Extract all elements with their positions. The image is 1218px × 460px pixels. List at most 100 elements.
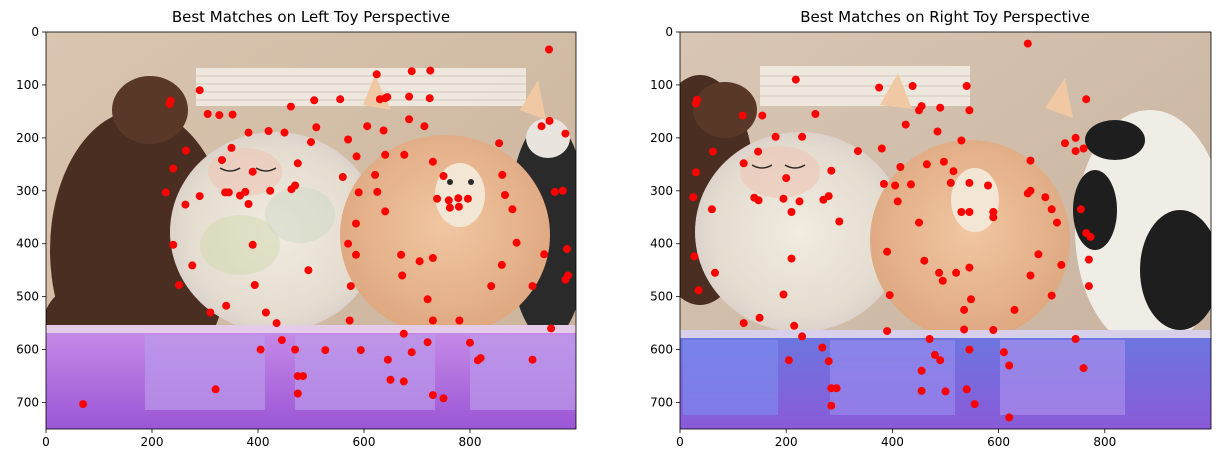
left-match-point: [528, 282, 537, 291]
left-match-point: [561, 129, 570, 138]
right-match-point: [989, 326, 998, 334]
left-match-point: [161, 188, 170, 197]
left-match-point: [352, 152, 361, 161]
right-match-point: [791, 75, 800, 84]
right-match-point: [965, 208, 974, 216]
left-match-point: [218, 156, 226, 165]
left-x-tick-label: 200: [141, 435, 164, 449]
right-match-point: [965, 345, 974, 354]
left-chart-title: Best Matches on Left Toy Perspective: [172, 8, 450, 26]
right-match-point: [957, 208, 966, 216]
left-match-point: [423, 295, 432, 304]
left-match-point: [379, 126, 388, 135]
left-match-point: [291, 345, 300, 354]
right-match-point: [941, 387, 950, 396]
left-match-point: [344, 135, 353, 144]
left-y-tick-label: 200: [16, 131, 39, 145]
left-y-tick-label: 300: [16, 184, 39, 198]
left-match-point: [211, 385, 220, 394]
left-match-point: [356, 346, 365, 355]
left-match-point: [345, 316, 354, 325]
right-match-point: [960, 325, 969, 334]
right-plot-frame: [679, 31, 1212, 430]
right-match-point: [824, 357, 833, 366]
right-match-point: [754, 196, 763, 205]
right-match-point: [790, 321, 799, 330]
left-match-point: [175, 281, 183, 289]
left-match-point: [528, 355, 537, 364]
right-match-point: [739, 319, 748, 328]
right-match-point: [891, 181, 900, 190]
right-axes: 0 200 400 600 800 0 100 200 300 400 500 600 700: [650, 25, 1116, 449]
right-match-point: [818, 343, 827, 352]
right-match-point: [694, 286, 703, 295]
right-match-point: [885, 291, 894, 300]
right-match-point: [1076, 205, 1085, 214]
right-match-point: [1005, 413, 1014, 422]
left-match-point: [383, 93, 392, 102]
right-y-tick-label: 700: [650, 396, 673, 410]
right-match-point: [690, 252, 699, 261]
left-match-point: [165, 100, 174, 108]
right-match-point: [711, 268, 719, 277]
right-x-tick-label: 600: [987, 435, 1010, 449]
left-match-point: [344, 239, 353, 248]
left-match-point: [299, 372, 308, 381]
left-match-point: [428, 391, 437, 400]
right-match-point: [967, 295, 975, 304]
right-match-point: [739, 159, 748, 168]
left-y-tick-label: 500: [16, 290, 39, 304]
right-y-tick-label: 400: [650, 237, 673, 251]
left-plot-frame: [45, 31, 577, 430]
left-x-tick-label: 600: [353, 435, 376, 449]
left-match-point: [405, 115, 414, 124]
right-match-point: [957, 136, 966, 145]
left-match-point: [244, 200, 253, 208]
right-match-point: [824, 192, 833, 201]
left-match-point: [463, 194, 472, 203]
left-match-point: [375, 95, 384, 104]
right-match-point: [738, 111, 747, 120]
right-match-point: [965, 178, 974, 187]
right-match-point: [1026, 271, 1035, 280]
left-match-point: [454, 194, 463, 203]
left-match-point: [338, 173, 347, 181]
left-match-point: [540, 250, 549, 259]
right-match-point: [907, 180, 915, 189]
right-match-point: [877, 144, 886, 153]
right-match-point: [754, 147, 763, 156]
right-match-point: [689, 193, 698, 202]
right-match-point: [896, 163, 905, 171]
left-match-point: [425, 94, 434, 103]
right-match-point: [835, 217, 844, 226]
right-match-point: [999, 348, 1008, 357]
right-match-point: [965, 263, 974, 272]
right-match-point: [795, 197, 804, 206]
right-x-tick-label: 200: [775, 435, 798, 449]
left-match-point: [420, 122, 429, 131]
left-match-point: [304, 266, 313, 275]
right-match-point: [989, 213, 998, 222]
right-match-point: [798, 332, 807, 341]
right-match-point: [779, 194, 788, 203]
left-y-tick-label: 0: [31, 25, 39, 39]
left-match-point: [248, 240, 257, 249]
right-match-point: [925, 335, 934, 343]
right-match-point: [1057, 260, 1066, 269]
left-match-point: [444, 196, 453, 205]
left-match-point: [203, 110, 212, 118]
left-match-point: [373, 187, 382, 196]
right-match-point: [917, 386, 926, 395]
left-match-point: [473, 356, 482, 365]
right-match-point: [708, 147, 717, 156]
right-match-point: [832, 384, 841, 393]
left-match-point: [352, 219, 360, 228]
left-match-point: [386, 375, 395, 384]
right-match-point: [883, 247, 892, 256]
right-match-point: [1071, 133, 1080, 142]
right-x-tick-label: 800: [1093, 435, 1116, 449]
right-match-point: [787, 208, 796, 216]
right-match-point: [939, 157, 948, 166]
left-match-point: [312, 123, 321, 132]
